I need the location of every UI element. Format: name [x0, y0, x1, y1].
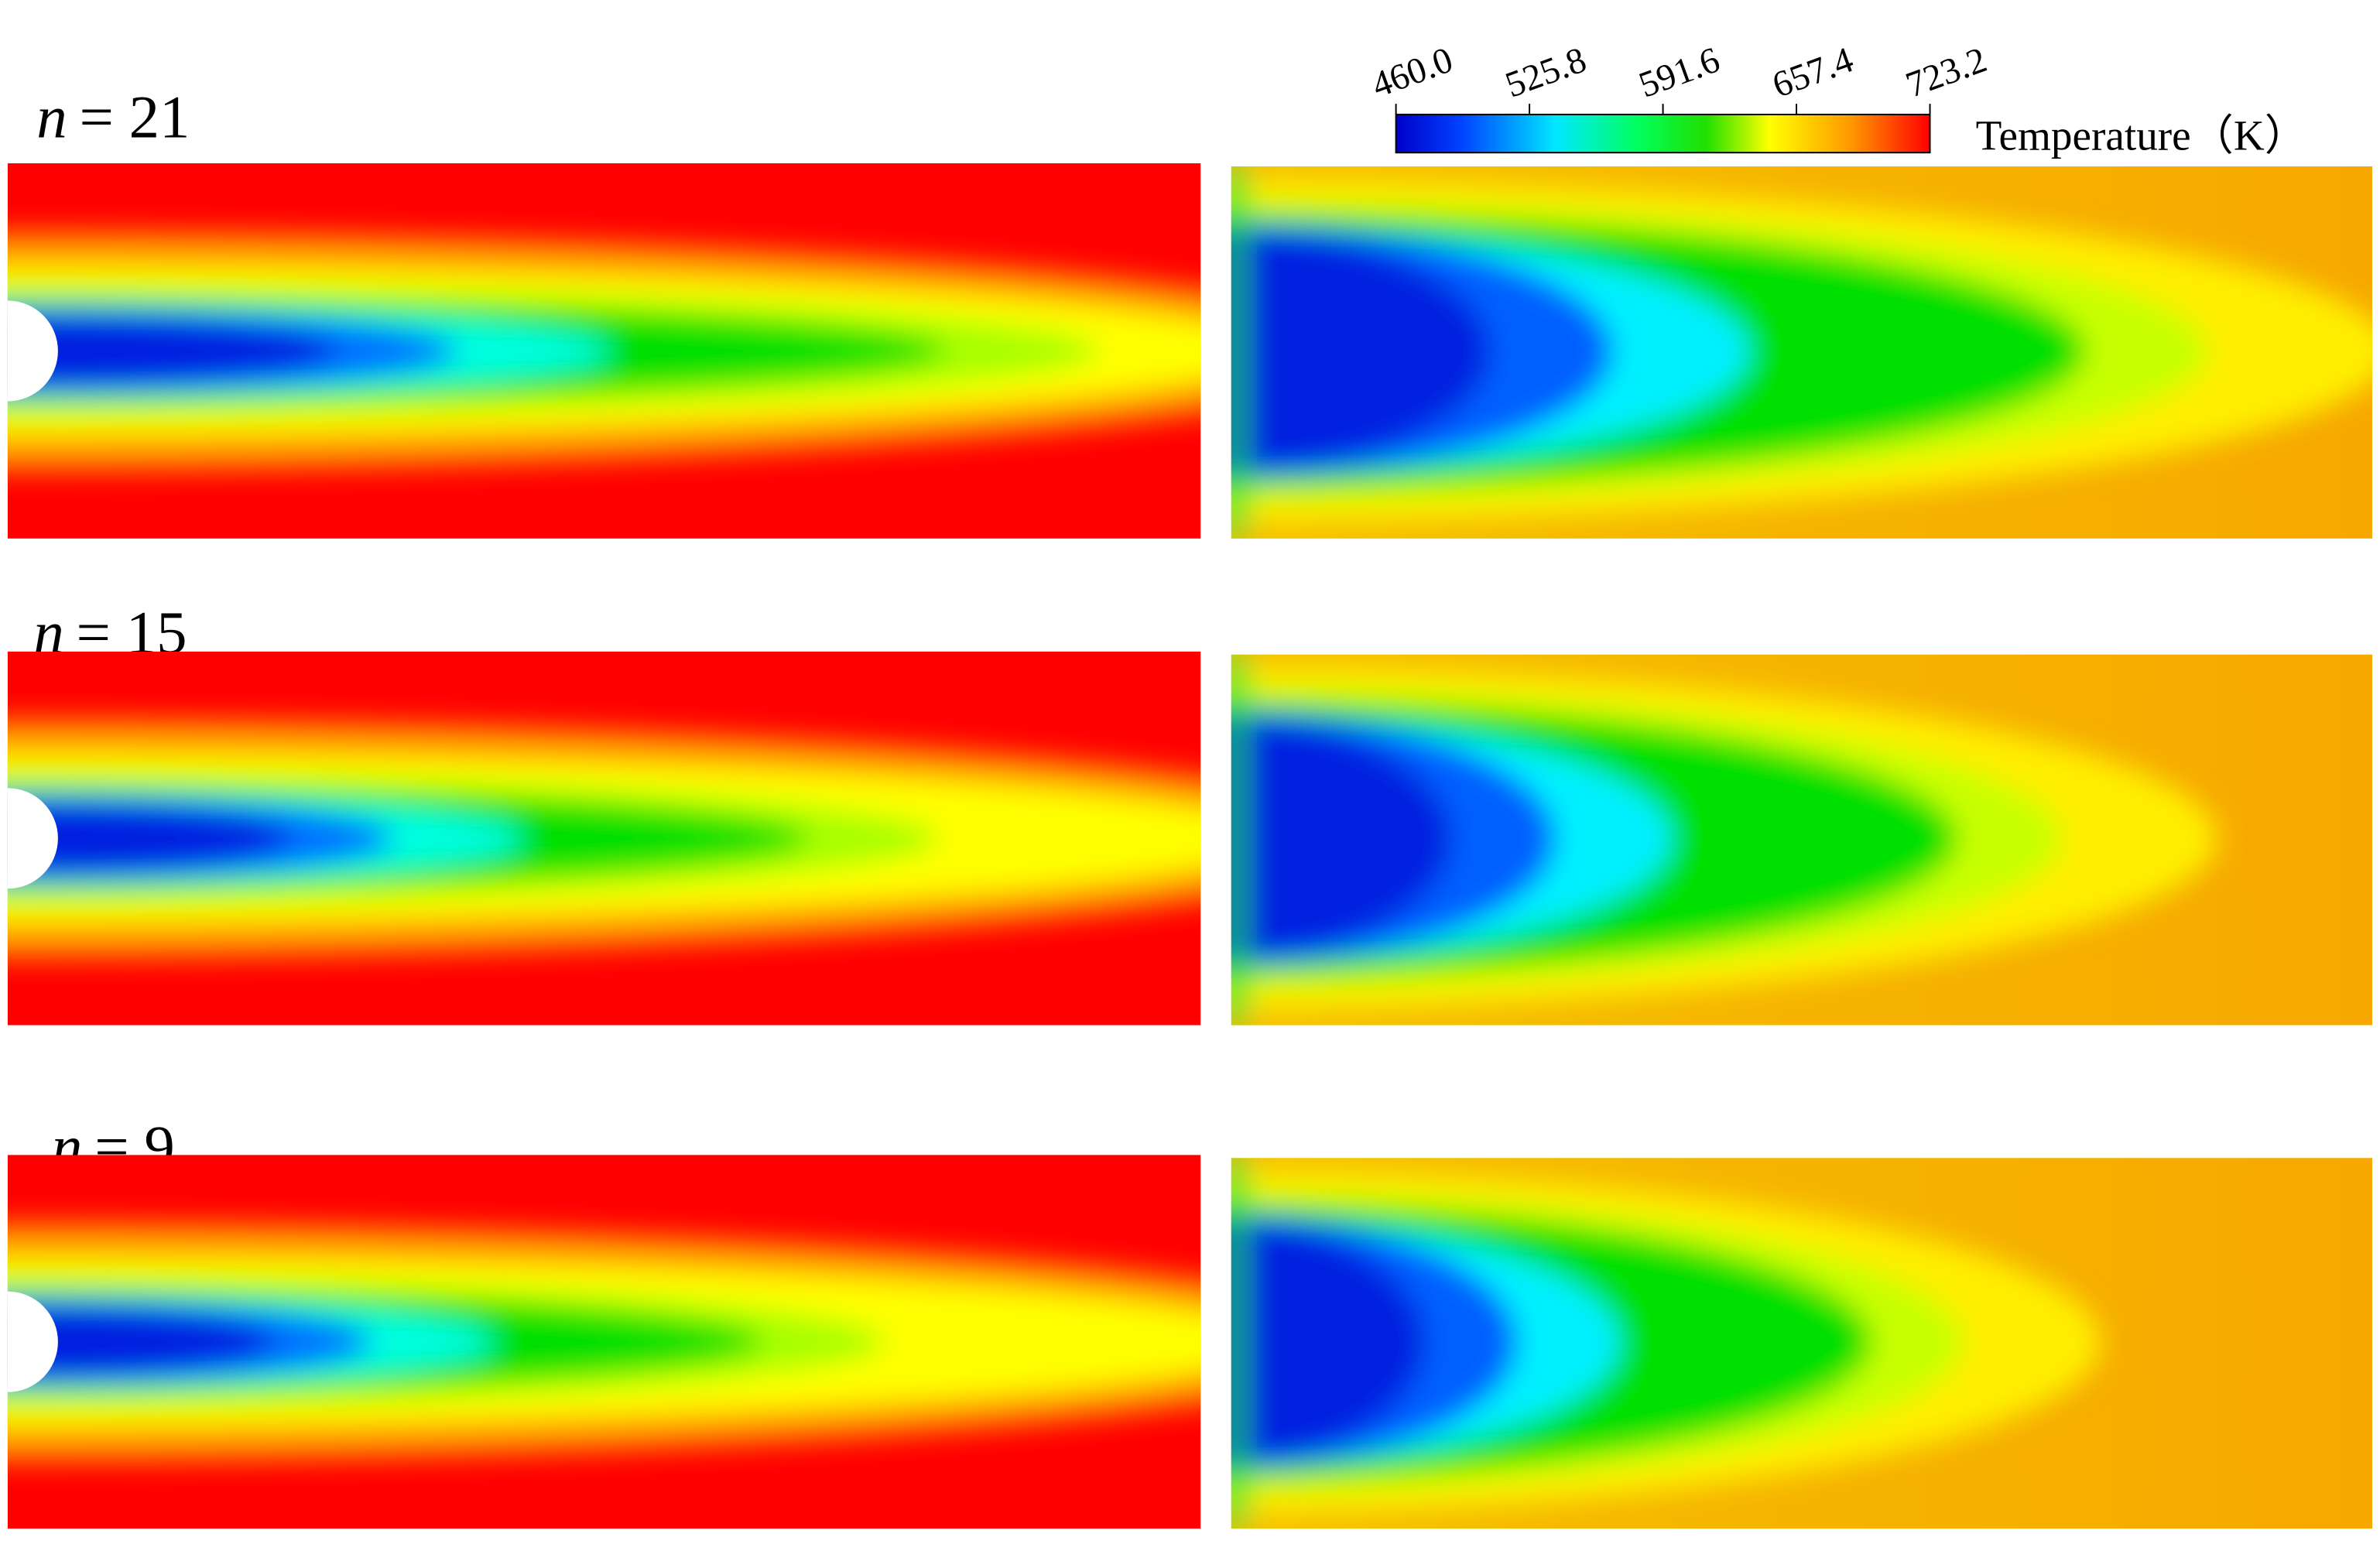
obstacle — [7, 788, 58, 889]
colorbar-tick-label: 723.2 — [1901, 39, 1992, 105]
colorbar: Temperature（K） 460.0 525.8 591.6 657.4 723.2 — [1367, 39, 2307, 159]
panel-value: = 21 — [79, 84, 190, 152]
contour-plot — [1231, 1158, 2373, 1529]
panel-label: n = 21 — [36, 84, 190, 152]
obstacle — [7, 300, 58, 402]
colorbar-scale — [1395, 113, 1931, 154]
contour-plot — [7, 1155, 1201, 1529]
colorbar-tick-label: 657.4 — [1767, 39, 1858, 105]
colorbar-title: Temperature（K） — [1976, 111, 2307, 159]
contour-plot — [1231, 166, 2373, 539]
colorbar-tick-label: 460.0 — [1367, 39, 1458, 105]
obstacle — [7, 1291, 58, 1392]
contour-plot — [7, 163, 1201, 539]
panel-symbol: n — [36, 84, 67, 152]
colorbar-tick-label: 591.6 — [1634, 39, 1725, 105]
contour-plot — [7, 651, 1201, 1025]
colorbar-tick-label: 525.8 — [1500, 39, 1591, 105]
contour-plot — [1231, 654, 2373, 1025]
